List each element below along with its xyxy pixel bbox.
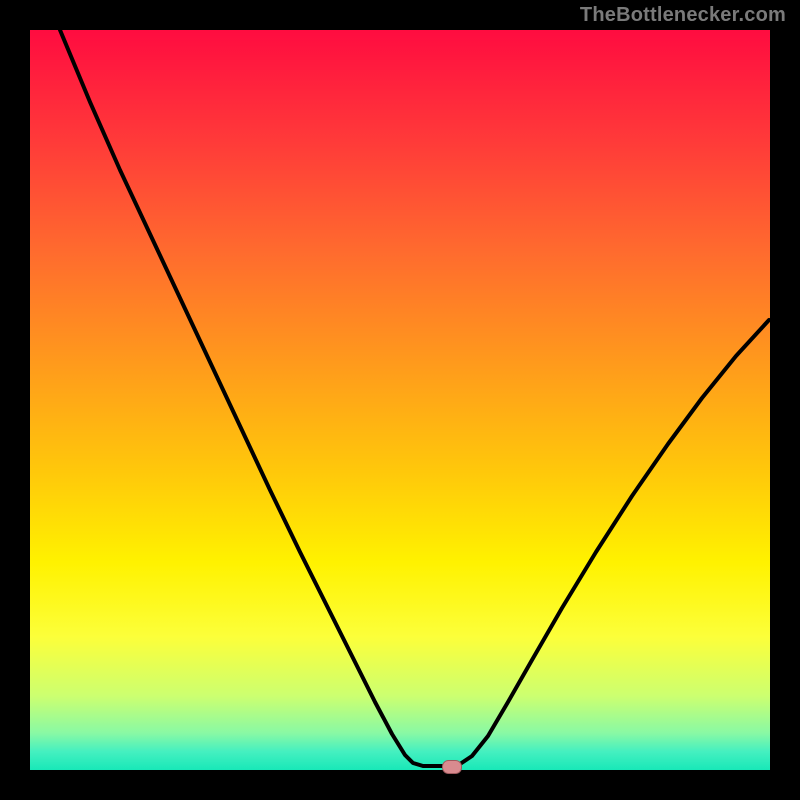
optimum-marker	[443, 761, 462, 774]
bottleneck-chart	[0, 0, 800, 800]
plot-background	[30, 30, 770, 770]
watermark-text: TheBottlenecker.com	[580, 4, 786, 27]
